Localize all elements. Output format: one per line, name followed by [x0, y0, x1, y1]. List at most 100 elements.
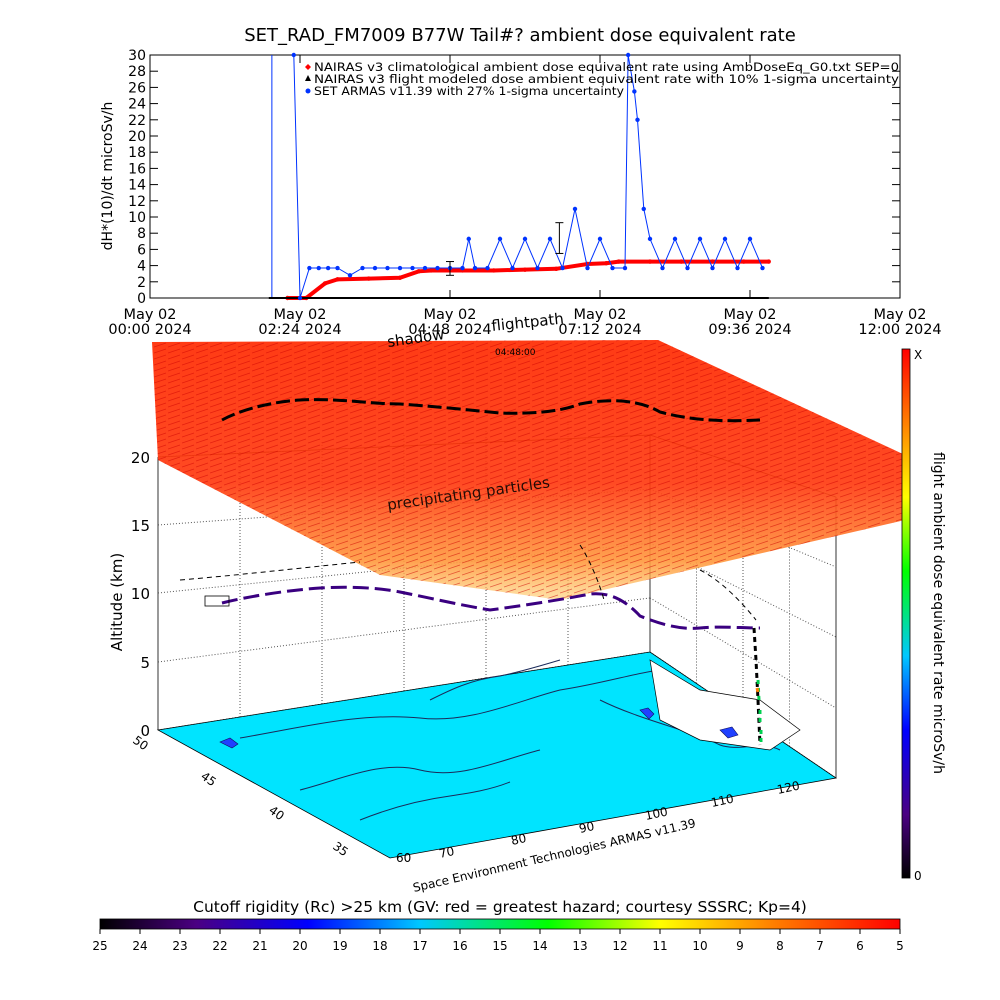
- armas-point: [625, 52, 631, 58]
- top-legend: NAIRAS v3 climatological ambient dose eq…: [305, 60, 899, 98]
- horizontal-colorbar-title: Cutoff rigidity (Rc) >25 km (GV: red = g…: [193, 898, 807, 916]
- legend-entry-nairas-flight: NAIRAS v3 flight modeled dose ambient eq…: [314, 72, 899, 86]
- top-y-tick-label: 4: [137, 259, 146, 275]
- top-x-tick-label-time: 12:00 2024: [858, 322, 941, 338]
- horizontal-colorbar-tick-label: 11: [652, 939, 667, 953]
- nairas-climatological-point: [741, 259, 746, 264]
- horizontal-colorbar-tick-label: 17: [412, 939, 427, 953]
- legend-marker-black: [305, 75, 311, 81]
- armas-point: [485, 265, 490, 271]
- legend-marker-red: [305, 64, 311, 70]
- nairas-climatological-point: [335, 277, 340, 282]
- horizontal-colorbar-tick-label: 9: [736, 939, 744, 953]
- nairas-climatological-point: [522, 267, 528, 272]
- 3d-ground-track-dashed: [179, 544, 757, 621]
- top-y-tick-label: 8: [137, 226, 146, 242]
- 3d-start-marker-box: [204, 595, 230, 607]
- lon-tick-label: 70: [438, 844, 456, 861]
- 3d-floor-coastlines: [239, 659, 781, 821]
- nairas-climatological-point: [616, 259, 621, 264]
- top-y-tick-label: 2: [137, 275, 146, 291]
- lon-tick-label: 60: [396, 851, 411, 865]
- horizontal-colorbar-tick-label: 8: [776, 939, 784, 953]
- 3d-descent-trace: [752, 627, 762, 746]
- 3d-flightpath-shadow: [221, 398, 761, 423]
- horizontal-colorbar-tick-label: 16: [452, 939, 467, 953]
- armas-point: [632, 89, 637, 94]
- armas-point: [710, 265, 715, 271]
- horizontal-colorbar-tick-label: 14: [532, 939, 547, 953]
- nairas-climatological-point: [397, 275, 403, 280]
- 3d-floor-blue-patches: [219, 707, 739, 749]
- horizontal-colorbar-tick-label: 15: [492, 939, 507, 953]
- legend-marker-blue: [305, 88, 311, 94]
- horizontal-colorbar-ticks: 25 24 23 22 21 20 19 18 17 16 15 14 13 12 11 10 9 8 7 6 5: [92, 929, 904, 953]
- z-tick-label: 5: [140, 654, 150, 672]
- horizontal-colorbar-tick-label: 6: [856, 939, 864, 953]
- armas-point: [697, 236, 703, 242]
- armas-point: [760, 265, 765, 271]
- z-axis-ticks: 0 5 10 15 20: [131, 449, 150, 740]
- armas-point: [466, 236, 471, 242]
- armas-point: [297, 295, 303, 301]
- top-y-tick-label: 26: [128, 80, 146, 96]
- armas-point: [747, 236, 753, 242]
- top-y-tick-label: 24: [128, 97, 146, 113]
- nairas-climatological-point: [491, 268, 496, 273]
- vertical-colorbar-bottom-tick: 0: [914, 869, 922, 883]
- armas-point: [535, 265, 540, 271]
- lon-tick-label: 80: [510, 831, 528, 848]
- armas-point: [347, 273, 353, 278]
- lat-tick-label: 35: [330, 839, 351, 859]
- armas-point: [325, 265, 331, 271]
- armas-point: [307, 265, 312, 271]
- armas-point: [422, 265, 428, 271]
- top-x-tick-label-time: 04:48 2024: [408, 322, 491, 338]
- horizontal-colorbar-tick-label: 10: [692, 939, 707, 953]
- top-y-tick-label: 16: [128, 161, 146, 177]
- nairas-climatological-point: [366, 276, 371, 281]
- top-y-tick-label: 20: [128, 129, 146, 145]
- 3d-floor-land-white: [649, 659, 801, 751]
- nairas-climatological-point: [710, 259, 715, 264]
- horizontal-colorbar-tick-label: 21: [252, 939, 267, 953]
- top-y-tick-label: 18: [128, 145, 146, 161]
- top-y-tick-label: 28: [128, 64, 146, 80]
- series-line-0: [287, 259, 769, 300]
- horizontal-colorbar-tick-label: 22: [212, 939, 227, 953]
- lon-tick-label: 110: [710, 791, 735, 809]
- nairas-climatological-point: [766, 259, 771, 264]
- armas-point: [560, 265, 565, 271]
- lon-tick-label: 120: [776, 778, 801, 796]
- horizontal-colorbar-tick-label: 13: [572, 939, 587, 953]
- armas-point: [672, 236, 678, 242]
- top-series: [268, 52, 771, 301]
- 3d-side-gridline: [649, 597, 837, 709]
- horizontal-colorbar-tick-label: 5: [896, 939, 904, 953]
- z-tick-label: 10: [131, 585, 150, 603]
- legend-entry-nairas-climatological: NAIRAS v3 climatological ambient dose eq…: [314, 60, 899, 74]
- vertical-colorbar-top-tick: X: [914, 348, 922, 362]
- lat-tick-label: 40: [266, 803, 287, 823]
- armas-point: [622, 265, 628, 271]
- nairas-climatological-point: [416, 269, 421, 274]
- 3d-flightpath-altitude: [221, 585, 761, 630]
- horizontal-colorbar-tick-label: 12: [612, 939, 627, 953]
- armas-point: [685, 265, 690, 271]
- lat-tick-label: 45: [198, 769, 219, 789]
- armas-point: [635, 117, 640, 123]
- z-axis-label: Altitude (km): [108, 553, 126, 651]
- armas-point: [572, 206, 578, 212]
- top-y-tick-label: 12: [128, 194, 146, 210]
- armas-point: [460, 265, 465, 271]
- z-tick-label: 15: [131, 517, 150, 535]
- armas-point: [372, 265, 378, 271]
- nairas-climatological-point: [429, 268, 434, 273]
- legend-entry-set-armas: SET ARMAS v11.39 with 27% 1-sigma uncert…: [314, 84, 624, 98]
- top-y-tick-label: 14: [128, 178, 146, 194]
- armas-point: [497, 236, 503, 242]
- z-tick-label: 0: [140, 722, 150, 740]
- top-y-tick-label: 6: [137, 242, 146, 258]
- armas-point: [597, 236, 603, 242]
